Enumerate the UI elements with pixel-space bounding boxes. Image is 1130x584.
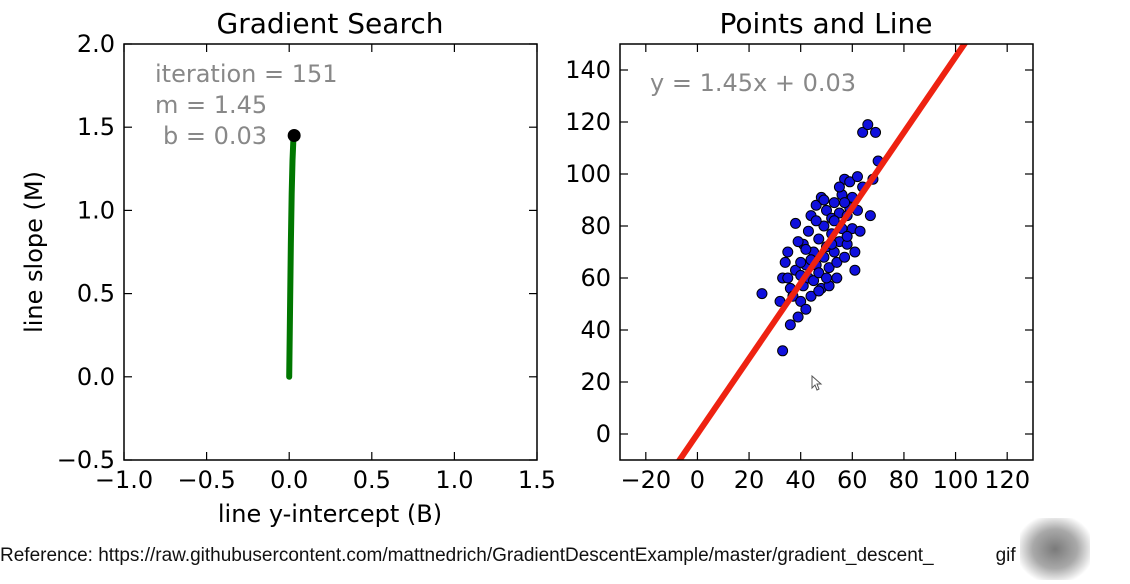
data-point bbox=[800, 303, 812, 315]
gradient-x-tick-label: 0.0 bbox=[270, 466, 308, 494]
points-y-ticks: 0 20 40 60 80 100 120 140 bbox=[565, 56, 1033, 448]
data-point bbox=[808, 275, 820, 287]
data-point bbox=[828, 197, 840, 209]
data-point bbox=[854, 225, 866, 237]
current-parameter-point bbox=[287, 129, 301, 143]
gradient-y-tick-label: 0.5 bbox=[77, 280, 115, 308]
points-plot-frame bbox=[619, 43, 1034, 461]
gradient-descent-path bbox=[286, 132, 298, 380]
points-y-tick-label: 100 bbox=[565, 160, 611, 188]
points-x-tick-label: 40 bbox=[785, 466, 816, 494]
regression-equation: y = 1.45x + 0.03 bbox=[650, 69, 856, 97]
data-point bbox=[779, 256, 791, 268]
data-point bbox=[857, 126, 869, 138]
data-point bbox=[813, 233, 825, 245]
data-point bbox=[839, 197, 851, 209]
reference-text: Reference: https://raw.githubusercontent… bbox=[0, 545, 934, 566]
gradient-path bbox=[286, 129, 301, 380]
data-point bbox=[810, 215, 822, 227]
blurred-overlay bbox=[1020, 518, 1090, 580]
data-point bbox=[782, 272, 794, 284]
points-x-tick-label: 60 bbox=[837, 466, 868, 494]
data-point bbox=[795, 295, 807, 307]
points-y-tick-label: 120 bbox=[565, 108, 611, 136]
data-point bbox=[813, 285, 825, 297]
data-point bbox=[841, 230, 853, 242]
data-point bbox=[839, 251, 851, 263]
data-point bbox=[756, 288, 768, 300]
points-y-tick-label: 140 bbox=[565, 56, 611, 84]
points-x-tick-label: 80 bbox=[889, 466, 920, 494]
data-point bbox=[790, 217, 802, 229]
gradient-annotation-line: b = 0.03 bbox=[163, 122, 267, 150]
data-point bbox=[818, 194, 830, 206]
data-point bbox=[833, 181, 845, 193]
gradient-x-ticks: −1.0 −0.5 0.0 0.5 1.0 1.5 bbox=[95, 44, 556, 494]
data-point bbox=[851, 171, 863, 183]
data-point bbox=[810, 199, 822, 211]
data-point bbox=[844, 176, 856, 188]
points-x-tick-label: 100 bbox=[933, 466, 979, 494]
data-point bbox=[784, 319, 796, 331]
data-point bbox=[828, 215, 840, 227]
gradient-y-ticks: −0.5 0.0 0.5 1.0 1.5 2.0 bbox=[57, 30, 537, 474]
gradient-annotation-line: iteration = 151 bbox=[155, 60, 338, 88]
points-x-ticks: −20 0 20 40 60 80 100 120 bbox=[620, 44, 1030, 494]
data-point bbox=[802, 225, 814, 237]
data-point bbox=[795, 256, 807, 268]
data-point bbox=[821, 272, 832, 284]
points-y-tick-label: 20 bbox=[580, 368, 611, 396]
data-point bbox=[831, 272, 843, 284]
gradient-x-label: line y-intercept (B) bbox=[218, 500, 442, 528]
points-x-tick-label: 20 bbox=[734, 466, 765, 494]
gradient-x-tick-label: −0.5 bbox=[177, 466, 235, 494]
figure: Gradient Search iteration = 151 m = 1.45 b… bbox=[20, 7, 1034, 528]
data-point bbox=[813, 267, 825, 279]
gradient-y-tick-label: 0.0 bbox=[77, 363, 115, 391]
points-and-line-panel: Points and Line y = 1.45x + 0.03 −20 0 20 4… bbox=[565, 7, 1034, 494]
points-x-tick-label: 120 bbox=[984, 466, 1030, 494]
points-and-line-title: Points and Line bbox=[720, 7, 933, 40]
data-point bbox=[862, 119, 874, 131]
reference-tail: gif bbox=[995, 545, 1016, 566]
gradient-plot-frame bbox=[123, 43, 538, 461]
gradient-x-tick-label: −1.0 bbox=[95, 466, 153, 494]
gradient-y-tick-label: 1.0 bbox=[77, 196, 115, 224]
points-y-tick-label: 40 bbox=[580, 316, 611, 344]
data-point bbox=[870, 126, 882, 138]
data-point bbox=[849, 246, 861, 258]
points-y-tick-label: 0 bbox=[596, 420, 611, 448]
data-point bbox=[849, 264, 861, 276]
points-x-tick-label: 0 bbox=[690, 466, 705, 494]
gradient-annotation-line: m = 1.45 bbox=[155, 91, 267, 119]
reference-footer: Reference: https://raw.githubusercontent… bbox=[0, 545, 1130, 567]
data-point bbox=[792, 236, 804, 248]
gradient-x-tick-label: 0.5 bbox=[353, 466, 391, 494]
gradient-y-tick-label: 2.0 bbox=[77, 30, 115, 58]
points-y-tick-label: 80 bbox=[580, 212, 611, 240]
gradient-y-tick-label: −0.5 bbox=[57, 446, 115, 474]
points-y-tick-label: 60 bbox=[580, 264, 611, 292]
data-point bbox=[805, 290, 817, 302]
data-point bbox=[864, 210, 876, 222]
data-point bbox=[782, 246, 794, 258]
mouse-cursor-icon bbox=[811, 374, 823, 391]
points-x-tick-label: −20 bbox=[620, 466, 671, 494]
data-point bbox=[792, 311, 804, 323]
gradient-x-tick-label: 1.0 bbox=[435, 466, 473, 494]
gradient-annotation: iteration = 151 m = 1.45 b = 0.03 bbox=[155, 60, 338, 150]
gradient-search-panel: Gradient Search iteration = 151 m = 1.45 b… bbox=[20, 7, 556, 528]
data-point bbox=[777, 345, 789, 357]
data-point bbox=[831, 256, 843, 268]
gradient-search-title: Gradient Search bbox=[217, 7, 444, 40]
data-point bbox=[823, 262, 835, 274]
gradient-x-tick-label: 1.5 bbox=[518, 466, 556, 494]
data-point bbox=[818, 220, 830, 232]
data-point bbox=[800, 243, 812, 255]
gradient-y-tick-label: 1.5 bbox=[77, 113, 115, 141]
data-point bbox=[821, 204, 832, 216]
gradient-y-label: line slope (M) bbox=[20, 171, 48, 333]
